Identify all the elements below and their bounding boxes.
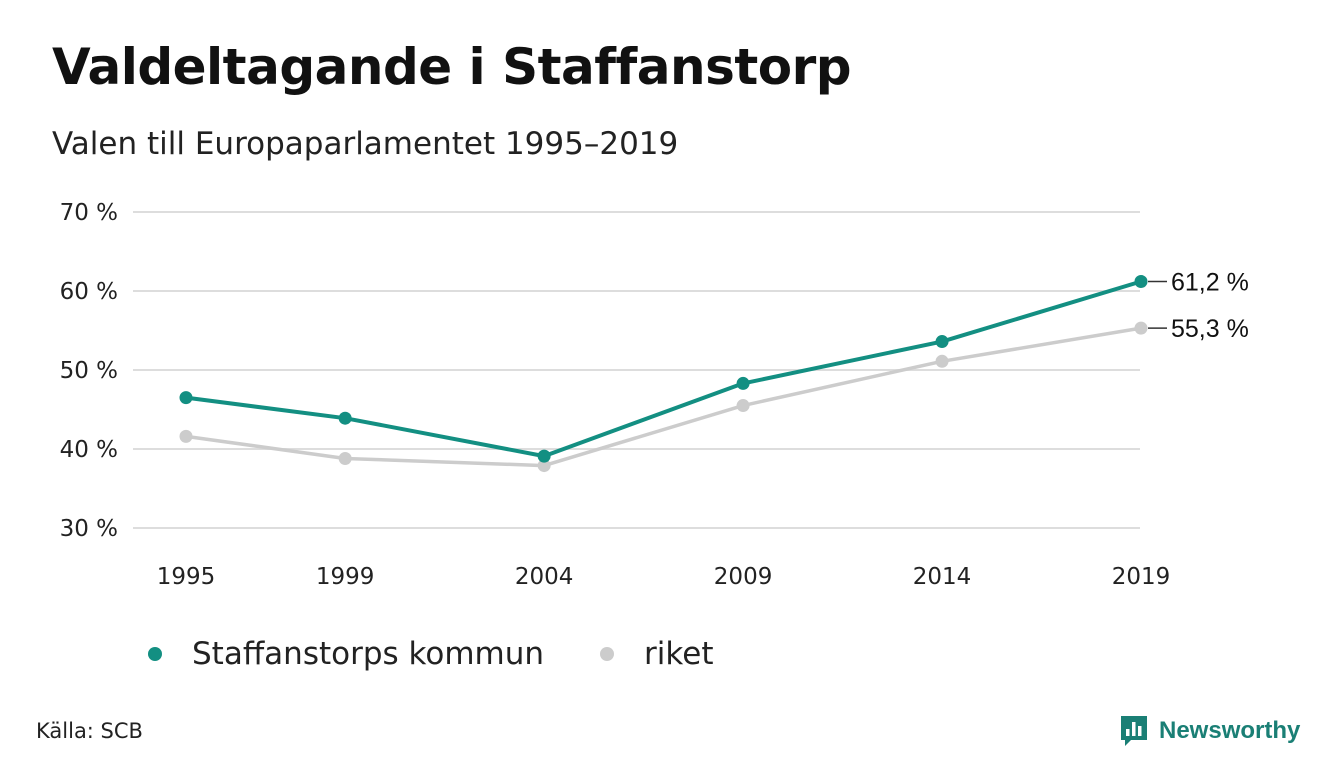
x-tick-label: 2014 [913,564,972,590]
legend-marker-riket [600,647,615,661]
x-tick-label: 2004 [515,564,574,590]
y-tick-label: 60 % [60,279,118,305]
data-point-riket [1134,321,1148,335]
legend-item-riket: riket [600,636,713,672]
data-point-staffanstorp [935,335,949,349]
source-note: Källa: SCB [36,719,143,743]
data-point-staffanstorp [1134,275,1148,289]
chart-subtitle: Valen till Europaparlamentet 1995–2019 [52,126,679,162]
y-tick-label: 70 % [60,200,118,226]
legend-label-riket: riket [644,636,714,672]
series-line-staffanstorp [185,279,1142,459]
data-point-riket [537,459,551,473]
data-point-staffanstorp [179,391,193,405]
bar-chart-logo-icon [1121,716,1147,746]
data-point-staffanstorp [338,411,352,425]
legend-item-staffanstorp: Staffanstorps kommun [148,636,544,672]
data-point-riket [338,451,352,465]
end-value-label: 55,3 % [1171,315,1249,343]
line-chart: 30 % 40 % 50 % 60 % 70 % 1995 1999 2004 2009 201… [60,200,1249,590]
y-tick-label: 40 % [60,437,118,463]
newsworthy-logo: Newsworthy [1119,714,1300,748]
brand-name: Newsworthy [1159,717,1301,744]
data-point-riket [935,354,949,368]
chart-title: Valdeltagande i Staffanstorp [52,38,852,96]
legend-label-staffanstorp: Staffanstorps kommun [192,636,545,672]
legend: Staffanstorps kommun riket [148,636,769,672]
end-value-label: 61,2 % [1171,269,1249,297]
x-tick-label: 2009 [714,564,773,590]
series-line-riket [185,326,1142,468]
data-point-staffanstorp [537,449,551,463]
x-tick-label: 1995 [157,564,216,590]
data-point-riket [179,429,193,443]
data-point-riket [736,399,750,413]
data-point-staffanstorp [736,376,750,390]
y-tick-label: 30 % [60,516,118,542]
x-tick-label: 2019 [1112,564,1171,590]
x-tick-label: 1999 [316,564,375,590]
y-tick-label: 50 % [60,358,118,384]
legend-marker-staffanstorp [148,647,162,661]
